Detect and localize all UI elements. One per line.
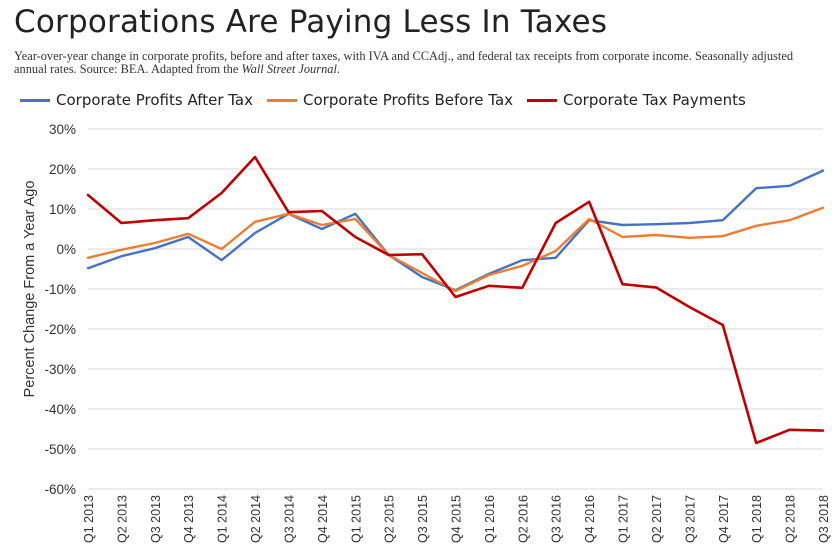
y-tick-label: 20% — [49, 162, 76, 177]
x-tick-label: Q3 2014 — [282, 495, 296, 543]
y-tick-label: 10% — [49, 202, 76, 217]
legend-label-tax-payments: Corporate Tax Payments — [563, 91, 746, 109]
chart-subtitle: Year-over-year change in corporate profi… — [14, 50, 824, 76]
y-tick-label: -10% — [44, 282, 76, 297]
legend-label-before-tax: Corporate Profits Before Tax — [303, 91, 514, 109]
legend-label-after-tax: Corporate Profits After Tax — [56, 91, 253, 109]
legend-swatch-tax-payments — [527, 98, 558, 102]
y-tick-label: -30% — [44, 362, 76, 377]
x-tick-label: Q2 2016 — [516, 495, 530, 543]
x-tick-label: Q1 2017 — [617, 495, 631, 543]
subtitle-end: . — [336, 62, 341, 76]
subtitle-source: Wall Street Journal — [241, 62, 337, 76]
series-line-before-tax — [86, 206, 825, 293]
x-tick-label: Q2 2014 — [249, 495, 263, 543]
legend-item-tax-payments: Corporate Tax Payments — [527, 91, 746, 109]
x-tick-label: Q3 2013 — [149, 495, 163, 543]
x-tick-label: Q1 2016 — [483, 495, 497, 543]
series-line-after-tax — [86, 169, 825, 292]
x-tick-label: Q1 2015 — [349, 495, 363, 543]
x-tick-label: Q3 2016 — [550, 495, 564, 543]
y-tick-label: -60% — [44, 482, 76, 497]
x-tick-label: Q4 2016 — [583, 495, 597, 543]
legend-swatch-after-tax — [20, 98, 50, 102]
x-tick-label: Q4 2015 — [450, 495, 464, 543]
y-tick-label: 30% — [49, 122, 76, 137]
x-tick-label: Q3 2015 — [416, 495, 430, 543]
y-tick-label: -40% — [44, 402, 76, 417]
legend-swatch-before-tax — [267, 98, 297, 102]
y-axis-label: Percent Change From a Year Ago — [22, 181, 38, 398]
series-line-tax-payments — [86, 155, 825, 445]
legend-item-before-tax: Corporate Profits Before Tax — [267, 91, 513, 109]
x-tick-label: Q2 2018 — [784, 495, 798, 543]
subtitle-text: Year-over-year change in corporate profi… — [14, 49, 794, 76]
y-tick-label: -50% — [44, 442, 76, 457]
y-tick-label: 0% — [56, 242, 76, 257]
x-tick-label: Q4 2017 — [717, 495, 731, 543]
x-tick-label: Q4 2014 — [316, 495, 330, 543]
x-tick-label: Q1 2018 — [750, 495, 764, 543]
chart-legend: Corporate Profits After Tax Corporate Pr… — [20, 90, 760, 110]
x-tick-label: Q2 2017 — [650, 495, 664, 543]
x-tick-label: Q1 2013 — [82, 495, 96, 543]
x-tick-label: Q3 2018 — [817, 495, 831, 543]
x-tick-label: Q2 2013 — [115, 495, 129, 543]
legend-item-after-tax: Corporate Profits After Tax — [20, 91, 253, 109]
x-tick-label: Q1 2014 — [216, 495, 230, 543]
chart-title: Corporations Are Paying Less In Taxes — [14, 4, 608, 40]
x-tick-label: Q4 2013 — [182, 495, 196, 543]
x-tick-label: Q2 2015 — [383, 495, 397, 543]
x-tick-label: Q3 2017 — [683, 495, 697, 543]
y-tick-label: -20% — [44, 322, 76, 337]
